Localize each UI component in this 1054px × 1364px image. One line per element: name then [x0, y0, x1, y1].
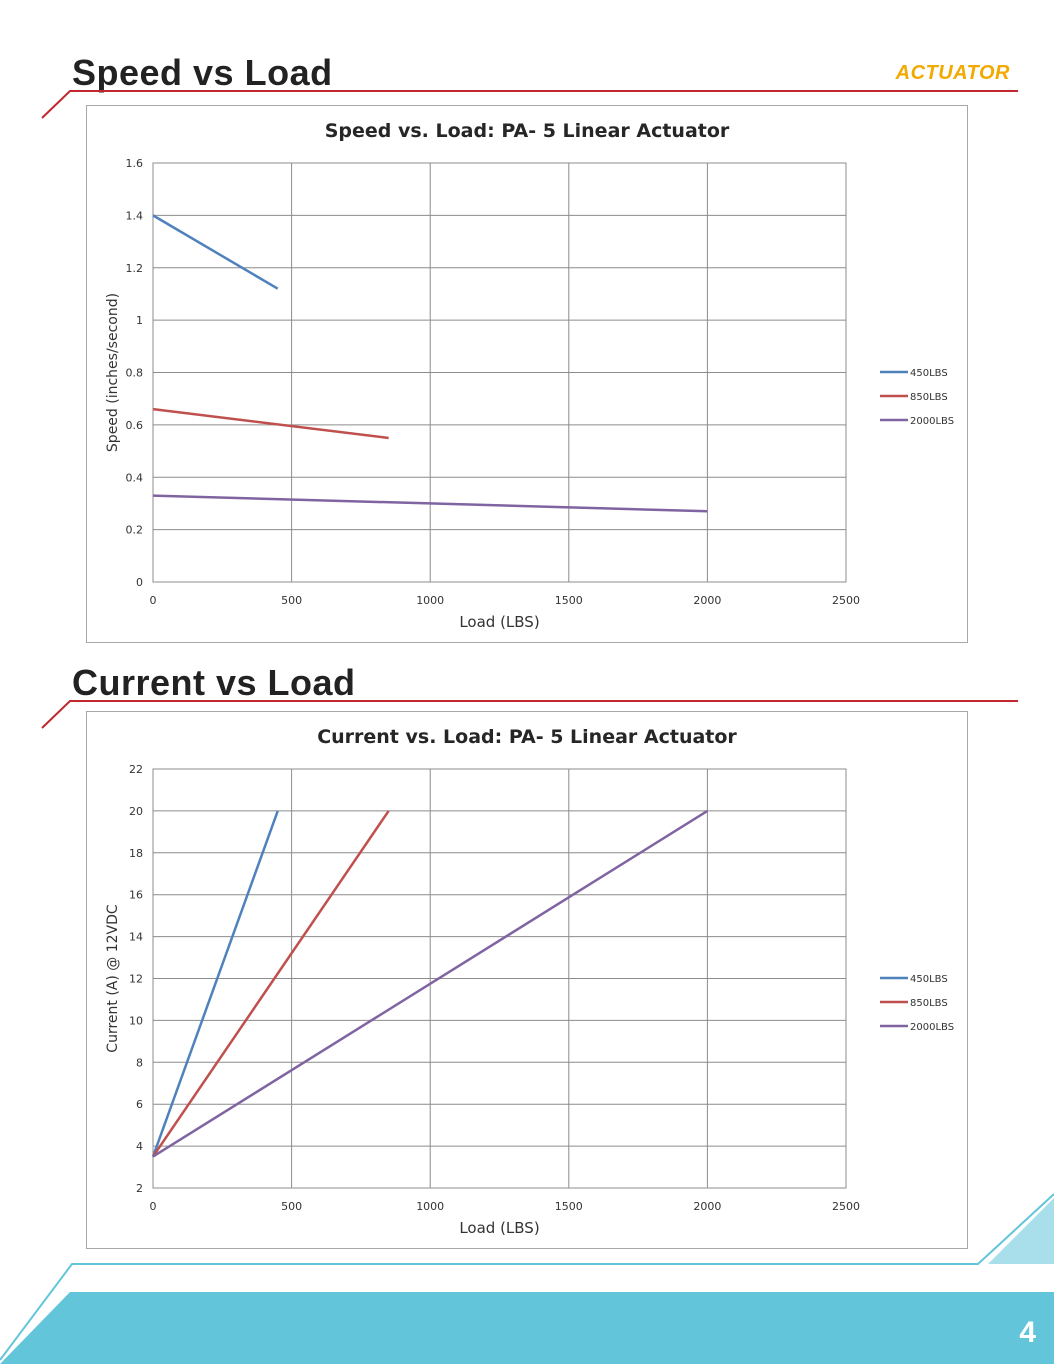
- section-rule-speed: [41, 90, 1018, 119]
- x-axis-label: Load (LBS): [459, 613, 539, 631]
- y-tick-label: 22: [129, 763, 143, 776]
- y-tick-label: 8: [136, 1056, 143, 1069]
- chart-title: Speed vs. Load: PA- 5 Linear Actuator: [324, 120, 730, 142]
- x-tick-label: 1500: [555, 1200, 583, 1213]
- x-tick-label: 1000: [416, 594, 444, 607]
- series-line-2000lbs: [152, 809, 709, 1158]
- y-axis-label: Speed (inches/second): [105, 293, 121, 452]
- y-tick-label: 1.2: [126, 262, 144, 275]
- y-axis-label: Current (A) @ 12VDC: [105, 904, 121, 1053]
- series-line-850lbs: [151, 810, 390, 1158]
- series-line-450lbs: [152, 214, 279, 290]
- legend-label: 450LBS: [910, 974, 948, 985]
- legend-label: 2000LBS: [910, 416, 954, 427]
- y-tick-label: 0: [136, 576, 143, 589]
- footer-band: [0, 1193, 1054, 1364]
- y-tick-label: 18: [129, 847, 143, 860]
- page-number: 4: [1019, 1316, 1036, 1349]
- x-tick-label: 2000: [693, 1200, 721, 1213]
- x-tick-label: 500: [281, 1200, 302, 1213]
- x-tick-label: 1000: [416, 1200, 444, 1213]
- y-tick-label: 16: [129, 889, 143, 902]
- section-heading-current: Current vs Load: [72, 662, 356, 703]
- y-tick-label: 14: [129, 931, 143, 944]
- y-tick-label: 0.8: [126, 367, 144, 380]
- y-tick-label: 10: [129, 1014, 143, 1027]
- series-line-450lbs: [151, 810, 279, 1157]
- y-tick-label: 0.6: [126, 419, 144, 432]
- x-tick-label: 500: [281, 594, 302, 607]
- y-tick-label: 1.4: [126, 209, 144, 222]
- y-tick-label: 1: [136, 314, 143, 327]
- x-tick-label: 1500: [555, 594, 583, 607]
- legend-label: 850LBS: [910, 998, 948, 1009]
- brand-logo: ACTUATOR: [895, 62, 1010, 84]
- y-tick-label: 2: [136, 1182, 143, 1195]
- series-line-2000lbs: [152, 494, 708, 513]
- x-tick-label: 0: [150, 1200, 157, 1213]
- legend-label: 450LBS: [910, 368, 948, 379]
- y-tick-label: 0.2: [126, 524, 144, 537]
- section-rule-current: [41, 700, 1018, 729]
- current-chart: Current vs. Load: PA- 5 Linear Actuator …: [86, 711, 968, 1249]
- x-tick-label: 2500: [832, 1200, 860, 1213]
- x-tick-label: 2000: [693, 594, 721, 607]
- section-heading-speed: Speed vs Load: [72, 52, 333, 93]
- plot-area: [152, 768, 847, 1189]
- y-tick-label: 0.4: [126, 471, 144, 484]
- legend-label: 2000LBS: [910, 1022, 954, 1033]
- x-tick-label: 2500: [832, 594, 860, 607]
- y-tick-label: 12: [129, 973, 143, 986]
- y-tick-label: 6: [136, 1098, 143, 1111]
- x-tick-label: 0: [150, 594, 157, 607]
- current-chart-plot: 2 4 6 8 10 12 14 16 18 20 22 0 500 1000 1500 2000 2500 Lo…: [105, 763, 954, 1237]
- legend-label: 850LBS: [910, 392, 948, 403]
- y-tick-label: 1.6: [126, 157, 144, 170]
- speed-chart-plot: 0 0.2 0.4 0.6 0.8 1 1.2 1.4 1.6 0 500 1000 1500 2000 2…: [105, 157, 954, 631]
- series-line-850lbs: [152, 407, 389, 440]
- y-tick-label: 4: [136, 1140, 143, 1153]
- chart-title: Current vs. Load: PA- 5 Linear Actuator: [317, 726, 737, 748]
- x-axis-label: Load (LBS): [459, 1219, 539, 1237]
- plot-area: [152, 162, 847, 583]
- y-tick-label: 20: [129, 805, 143, 818]
